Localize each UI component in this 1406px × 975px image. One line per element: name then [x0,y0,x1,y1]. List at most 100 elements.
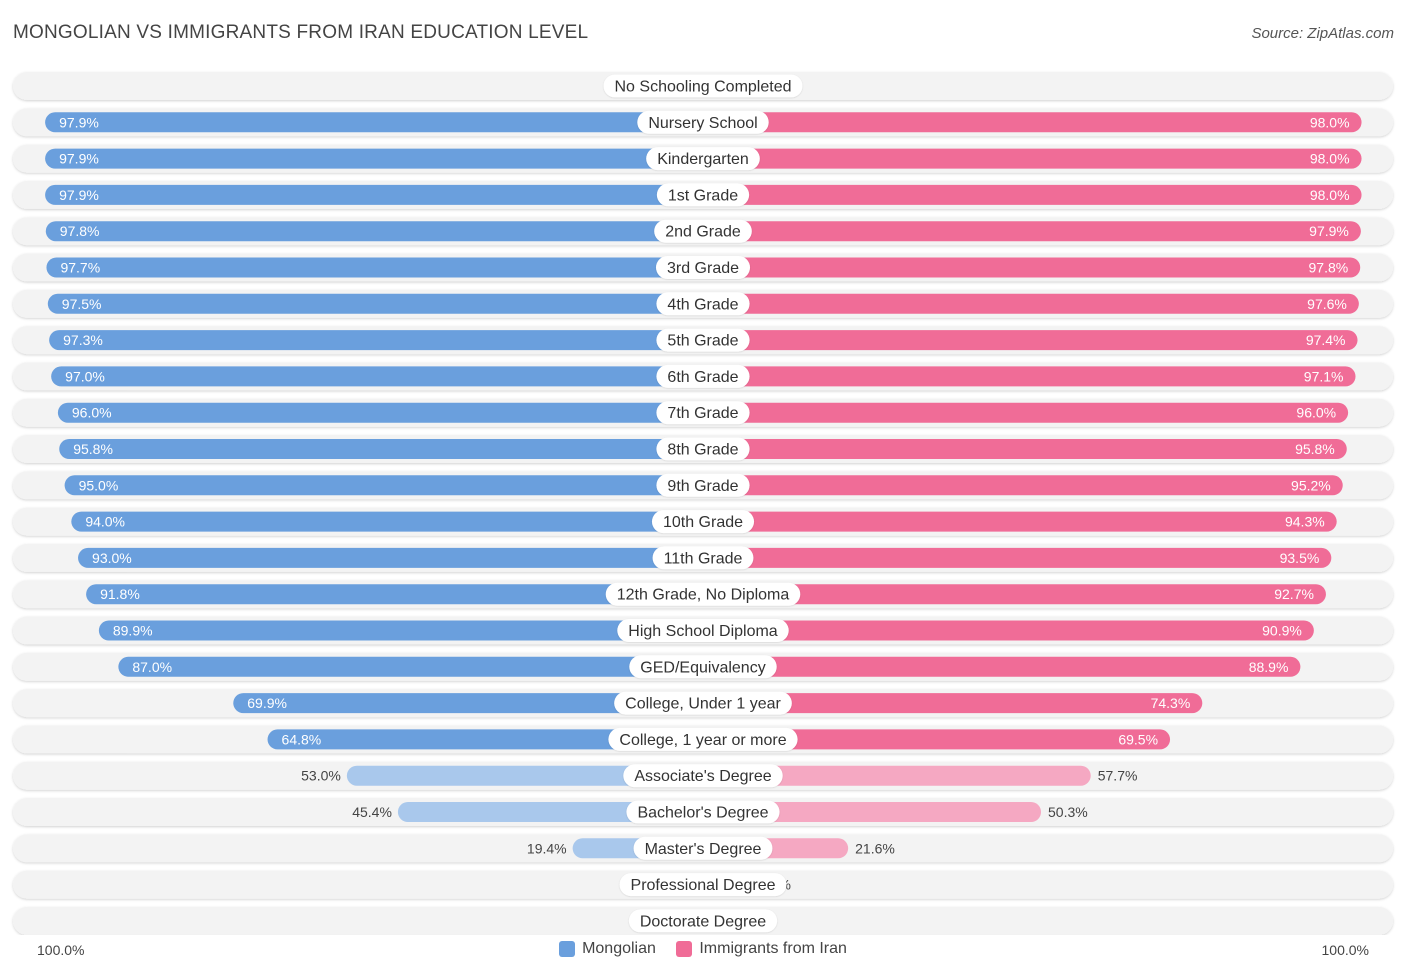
category-label: Master's Degree [645,841,762,858]
value-label-mongolian: 97.8% [60,223,100,239]
value-label-mongolian: 87.0% [132,659,172,675]
value-label-mongolian: 94.0% [85,514,125,530]
axis-left-label: 100.0% [37,942,85,958]
chart-row-1st-grade: 97.9% 98.0% 1st Grade [13,180,1393,209]
bar-mongolian [233,693,703,714]
category-label: Doctorate Degree [640,913,766,930]
value-label-mongolian: 45.4% [352,804,392,820]
value-label-mongolian: 97.9% [59,187,99,203]
category-label-pill [628,909,778,933]
category-label-pill [608,727,798,751]
bar-mongolian [45,148,703,169]
value-label-mongolian: 97.9% [59,114,99,130]
value-label-mongolian: 69.9% [247,695,287,711]
value-label-mongolian: 64.8% [282,731,322,747]
category-label-pill [654,219,752,243]
category-label: Kindergarten [657,151,749,168]
bar-mongolian [45,221,704,242]
category-label-pill [656,364,750,388]
bar-mongolian [397,802,703,822]
bar-iran [703,693,1203,714]
category-label: 12th Grade, No Diploma [617,587,790,604]
value-label-mongolian: 91.8% [100,586,140,602]
category-label-pill [623,764,783,788]
category-label: Associate's Degree [634,768,771,785]
legend: Mongolian Immigrants from Iran [0,940,1406,962]
value-label-iran: 98.0% [1310,151,1350,167]
value-label-iran: 92.7% [1274,586,1314,602]
value-label-iran: 95.8% [1295,441,1335,457]
category-label: Nursery School [648,115,757,132]
value-label-iran: 98.0% [1310,187,1350,203]
bar-iran [703,475,1343,496]
bar-iran [703,765,1091,786]
chart-row-nursery-school: 97.9% 98.0% Nursery School [13,108,1393,137]
axis-right-label: 100.0% [1321,942,1369,958]
legend-item-iran: Immigrants from Iran [676,940,847,958]
value-label-iran: 95.2% [1291,477,1331,493]
value-label-mongolian: 97.5% [62,296,102,312]
chart-row-master-s-degree: 19.4% 21.6% Master's Degree [13,834,1393,863]
category-label-pill [651,510,755,534]
chart-title: MONGOLIAN VS IMMIGRANTS FROM IRAN EDUCAT… [13,22,589,43]
bar-mongolian [45,112,703,133]
value-label-iran: 21.6% [855,840,895,856]
legend-item-mongolian: Mongolian [559,940,656,958]
bar-iran [703,366,1356,387]
category-label-pill [646,147,760,171]
value-label-iran: 97.1% [1304,368,1344,384]
bar-iran [703,620,1314,641]
chart-row-associate-s-degree: 53.0% 57.7% Associate's Degree [13,761,1393,790]
category-label-pill [614,691,792,715]
legend-label-mongolian: Mongolian [582,940,656,957]
value-label-mongolian: 89.9% [113,623,153,639]
chart-row-11th-grade: 93.0% 93.5% 11th Grade [13,543,1393,572]
category-label-pill [656,401,750,425]
category-label-pill [633,836,773,860]
category-label: 9th Grade [667,478,738,495]
category-label: College, Under 1 year [625,696,781,713]
bar-mongolian [98,620,703,641]
value-label-iran: 69.5% [1118,731,1158,747]
bar-mongolian [45,184,703,205]
chart-row-12th-grade-no-diploma: 91.8% 92.7% 12th Grade, No Diploma [13,580,1393,609]
bar-iran [703,148,1362,169]
category-label: 11th Grade [664,550,743,567]
bar-mongolian [78,547,704,568]
category-label-pill [652,546,754,570]
chart-row-no-schooling-completed: 2.1%2.0%No Schooling Completed [13,72,1393,100]
chart-row-professional-degree: 6.1%7.3%Professional Degree [13,870,1393,899]
bar-iran [703,184,1362,205]
category-label-pill [603,74,803,98]
bar-iran [703,511,1337,532]
value-label-iran: 97.9% [1309,223,1349,239]
bar-iran [703,402,1349,423]
value-label-mongolian: 97.3% [63,332,103,348]
category-label: 7th Grade [667,405,738,422]
legend-label-iran: Immigrants from Iran [699,940,847,957]
category-label-pill [656,328,750,352]
value-label-mongolian: 95.0% [79,477,119,493]
category-label: GED/Equivalency [640,659,765,676]
value-label-iran: 94.3% [1285,514,1325,530]
chart-row-high-school-diploma: 89.9% 90.9% High School Diploma [13,616,1393,645]
chart-row-college-1-year-or-more: 64.8% 69.5% College, 1 year or more [13,725,1393,754]
bar-iran [703,547,1332,568]
chart-row-10th-grade: 94.0% 94.3% 10th Grade [13,507,1393,536]
category-label: 10th Grade [663,514,743,531]
chart-row-kindergarten: 97.9% 98.0% Kindergarten [13,144,1393,173]
category-label-pill [656,437,750,461]
chart-row-9th-grade: 95.0% 95.2% 9th Grade [13,471,1393,500]
value-label-iran: 97.6% [1307,296,1347,312]
value-label-iran: 50.3% [1048,804,1088,820]
bar-mongolian [51,366,704,387]
value-label-iran: 98.0% [1310,114,1350,130]
bar-mongolian [267,729,703,750]
chart-source: Source: ZipAtlas.com [1251,25,1394,42]
bar-mongolian [86,584,703,605]
value-label-mongolian: 53.0% [301,768,341,784]
category-label: 8th Grade [667,442,738,459]
category-label-pill [655,256,751,279]
chart-row-4th-grade: 97.5% 97.6% 4th Grade [13,289,1393,318]
value-label-mongolian: 96.0% [72,405,112,421]
